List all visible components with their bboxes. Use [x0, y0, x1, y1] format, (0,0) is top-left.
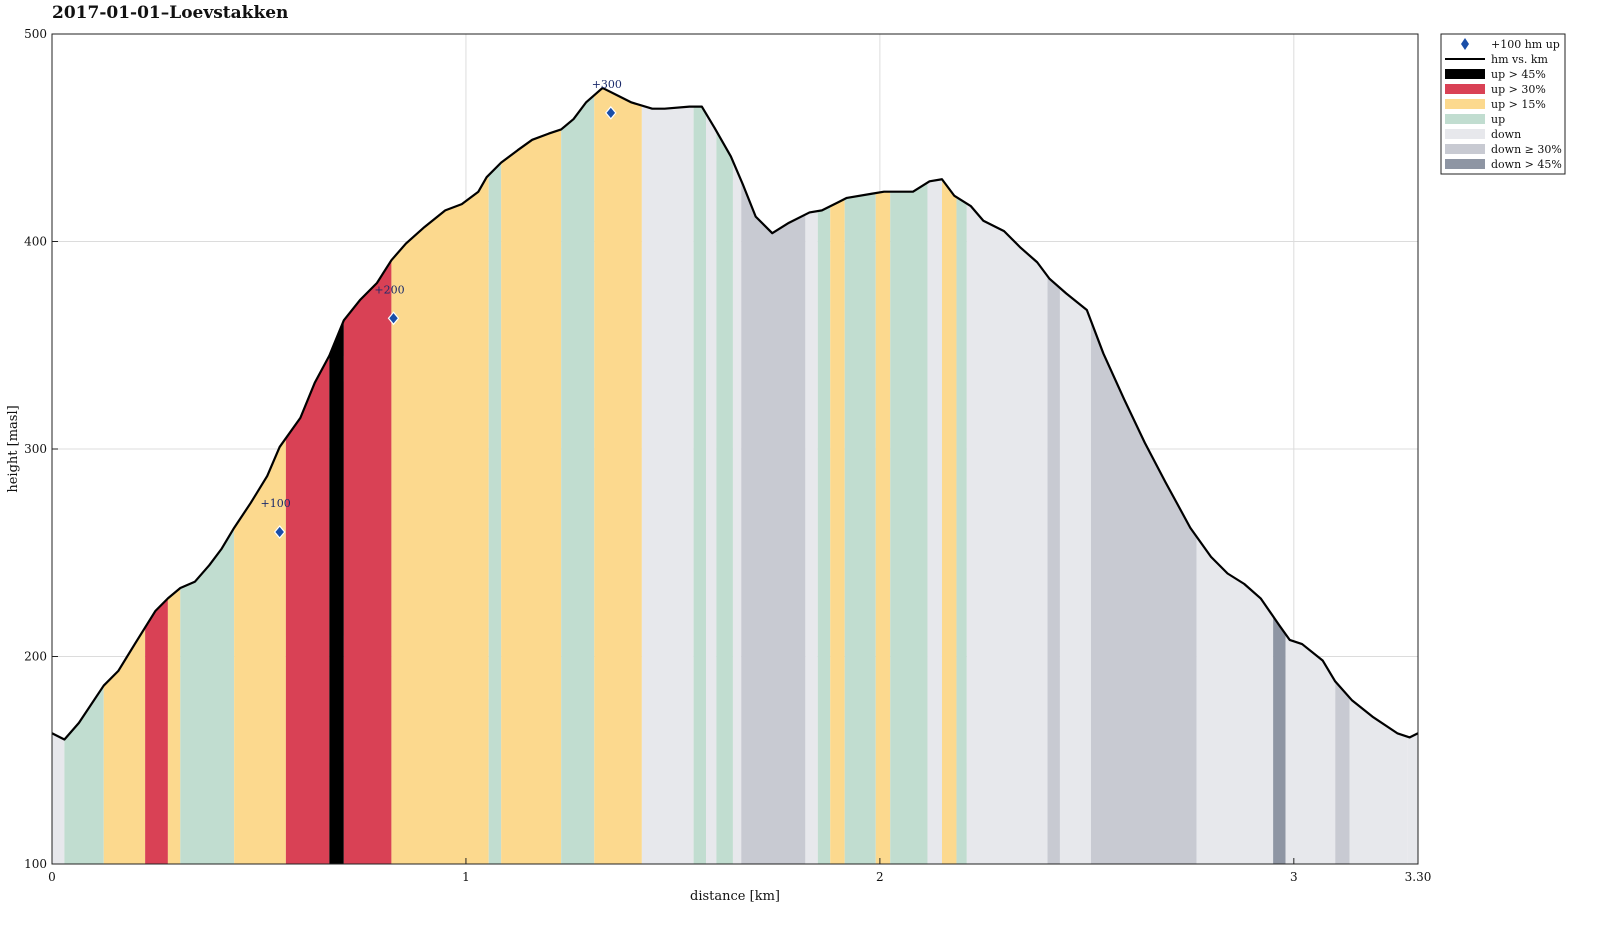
legend-swatch [1445, 84, 1485, 94]
legend-label: down > 45% [1491, 158, 1562, 171]
legend-item: down [1445, 128, 1521, 141]
segment-up [956, 197, 967, 864]
segment-down [52, 733, 65, 864]
y-tick-label: 300 [24, 442, 47, 456]
segment-up [716, 131, 733, 864]
x-tick-label: 2 [876, 870, 884, 884]
legend-label: down [1491, 128, 1521, 141]
x-axis-label: distance [km] [690, 889, 780, 904]
segment-up30 [145, 598, 168, 864]
profile-line [51, 86, 1419, 741]
y-tick-label: 400 [24, 235, 47, 249]
chart-title: 2017-01-01–Loevstakken [52, 3, 288, 23]
legend-item: up [1445, 113, 1505, 126]
segment-down [1349, 697, 1408, 864]
legend-label: hm vs. km [1491, 53, 1549, 66]
hm-marker-label: +100 [261, 497, 291, 510]
x-tick-label: 1 [462, 870, 470, 884]
legend-label: up > 30% [1491, 83, 1546, 96]
segment-up15 [875, 191, 891, 864]
segment-down [927, 179, 942, 864]
legend-swatch [1461, 38, 1469, 50]
legend-swatch [1445, 129, 1485, 139]
segment-down [966, 203, 1048, 864]
hm-marker-label: +300 [592, 78, 622, 91]
gradient-segments [52, 87, 1418, 865]
legend-label: up [1491, 113, 1505, 126]
segment-down45 [1273, 616, 1286, 864]
segment-up [817, 206, 831, 865]
legend-item: up > 30% [1445, 83, 1546, 96]
x-tick-label: 3 [1290, 870, 1298, 884]
hm-marker [387, 311, 400, 326]
segment-up [844, 193, 876, 864]
legend-item: up > 45% [1445, 68, 1546, 81]
x-axis: 0 1 2 3 3.30 [48, 858, 1431, 884]
segment-down30 [1047, 276, 1060, 865]
y-tick-label: 500 [24, 27, 47, 41]
segment-down [641, 105, 694, 865]
legend-label: up > 45% [1491, 68, 1546, 81]
segment-down [1059, 287, 1091, 864]
segment-up15 [103, 627, 146, 864]
segment-up15 [167, 588, 181, 864]
segment-up15 [234, 438, 286, 864]
segment-down [805, 211, 818, 864]
segment-down [1407, 733, 1418, 864]
hm-marker-label: +200 [374, 283, 404, 296]
legend-swatch [1445, 159, 1485, 169]
legend-swatch [1445, 144, 1485, 154]
hm-marker [605, 105, 617, 120]
segment-up15 [391, 175, 489, 865]
segment-up15 [830, 198, 845, 864]
segment-up15 [941, 179, 957, 864]
legend-item: down ≥ 30% [1445, 143, 1562, 156]
legend-item: +100 hm up [1461, 38, 1560, 51]
legend-item: hm vs. km [1445, 53, 1549, 66]
y-tick-label: 200 [24, 650, 47, 664]
segment-up15 [594, 87, 642, 864]
segment-up [180, 527, 235, 864]
segment-up [693, 106, 707, 864]
legend: +100 hm up hm vs. km up > 45% up > 30% up > … [1440, 33, 1566, 175]
segment-down [1285, 634, 1336, 864]
y-axis-label: height [masl] [6, 405, 21, 492]
y-axis: 100 200 300 400 500 [24, 27, 58, 871]
segment-down30 [1335, 681, 1350, 864]
y-tick-label: 100 [24, 857, 47, 871]
hm-marker [273, 525, 286, 539]
segment-up30 [285, 355, 330, 864]
legend-label: down ≥ 30% [1491, 143, 1562, 156]
plot-area: +100 +200 +300 [51, 33, 1419, 865]
segment-down [706, 113, 717, 865]
x-tick-label: 0 [48, 870, 56, 884]
segment-down [1196, 536, 1274, 864]
segment-up [890, 182, 928, 864]
segment-up [64, 685, 104, 864]
legend-swatch [1445, 99, 1485, 109]
legend-swatch [1445, 114, 1485, 124]
segment-up30 [343, 260, 392, 864]
legend-label: up > 15% [1491, 98, 1546, 111]
x-tick-label: 3.30 [1405, 870, 1432, 884]
segment-down [732, 161, 742, 864]
segment-up15 [501, 129, 562, 864]
legend-label: +100 hm up [1491, 38, 1560, 51]
segment-up [561, 95, 595, 864]
legend-swatch [1445, 69, 1485, 79]
segment-up [488, 162, 502, 864]
segment-down30 [1090, 320, 1197, 864]
segment-down30 [741, 180, 806, 864]
legend-item: up > 15% [1445, 98, 1546, 111]
hm-markers: +100 +200 +300 [261, 78, 622, 539]
segment-up45 [329, 320, 344, 865]
legend-item: down > 45% [1445, 158, 1562, 171]
